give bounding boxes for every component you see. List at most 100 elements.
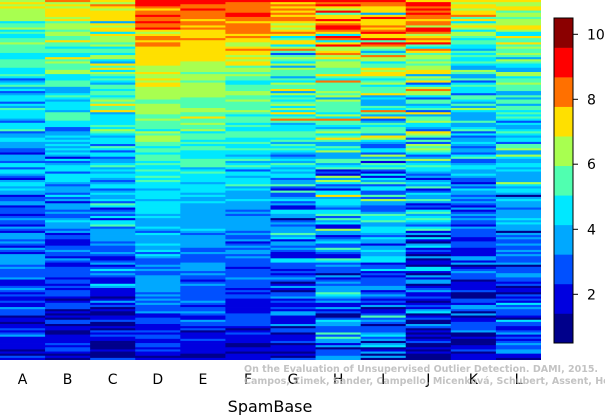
heatmap-cell-A-69	[0, 146, 46, 149]
heatmap-cell-D-27	[135, 57, 181, 60]
heatmap-cell-K-69	[450, 146, 497, 149]
heatmap-cell-K-6	[450, 12, 497, 16]
heatmap-cell-E-93	[180, 196, 226, 200]
heatmap-cell-D-51	[135, 108, 181, 111]
heatmap-cell-J-28	[405, 59, 452, 62]
heatmap-cell-L-88	[495, 186, 541, 189]
heatmap-cell-C-99	[90, 209, 136, 213]
heatmap-cell-J-146	[405, 309, 452, 312]
heatmap-cell-E-156	[180, 330, 226, 333]
heatmap-cell-K-43	[450, 91, 497, 94]
heatmap-cell-D-34	[135, 72, 181, 75]
heatmap-cell-G-36	[270, 76, 316, 79]
heatmap-cell-L-68	[495, 144, 541, 147]
heatmap-cell-D-122	[135, 258, 181, 261]
heatmap-cell-G-166	[270, 351, 316, 355]
heatmap-cell-J-21	[405, 44, 452, 47]
heatmap-cell-F-25	[225, 52, 271, 56]
heatmap-cell-E-128	[180, 271, 226, 274]
heatmap-cell-L-114	[495, 241, 541, 244]
heatmap-cell-K-78	[450, 165, 497, 168]
heatmap-cell-L-29	[495, 61, 541, 64]
heatmap-cell-F-44	[225, 93, 271, 96]
heatmap-cell-G-25	[270, 52, 316, 56]
heatmap-cell-I-17	[360, 36, 407, 39]
heatmap-cell-B-26	[45, 55, 91, 58]
heatmap-cell-K-97	[450, 205, 497, 208]
heatmap-cell-K-127	[450, 268, 497, 272]
heatmap-cell-L-42	[495, 88, 541, 92]
color-legend-band-11	[554, 18, 573, 48]
heatmap-cell-H-2	[315, 4, 362, 7]
heatmap-cell-L-96	[495, 203, 541, 206]
heatmap-cell-G-103	[270, 218, 316, 221]
heatmap-cell-F-130	[225, 275, 271, 278]
heatmap-cell-F-22	[225, 46, 271, 50]
heatmap-cell-H-114	[315, 241, 362, 244]
heatmap-cell-L-13	[495, 27, 541, 31]
heatmap-cell-E-100	[180, 211, 226, 215]
heatmap-cell-L-113	[495, 239, 541, 242]
heatmap-cell-A-68	[0, 144, 46, 147]
heatmap-cell-I-161	[360, 340, 407, 344]
heatmap-cell-J-56	[405, 118, 452, 122]
heatmap-cell-E-23	[180, 48, 226, 52]
heatmap-cell-B-44	[45, 93, 91, 96]
heatmap-cell-I-166	[360, 351, 407, 355]
heatmap-cell-C-56	[90, 118, 136, 122]
heatmap-cell-L-104	[495, 220, 541, 223]
heatmap-cell-I-137	[360, 290, 407, 293]
heatmap-cell-B-109	[45, 230, 91, 234]
heatmap-cell-C-45	[90, 95, 136, 98]
heatmap-cell-H-44	[315, 93, 362, 96]
heatmap-cell-J-154	[405, 326, 452, 329]
heatmap-cell-L-38	[495, 80, 541, 83]
heatmap-cell-J-103	[405, 218, 452, 221]
heatmap-cell-F-38	[225, 80, 271, 83]
heatmap-cell-J-63	[405, 133, 452, 136]
heatmap-cell-H-66	[315, 139, 362, 143]
heatmap-cell-F-159	[225, 336, 271, 340]
heatmap-cell-D-87	[135, 184, 181, 187]
heatmap-cell-H-65	[315, 137, 362, 141]
heatmap-cell-H-104	[315, 220, 362, 223]
heatmap-cell-D-113	[135, 239, 181, 242]
heatmap-cell-L-94	[495, 199, 541, 202]
color-legend	[553, 17, 574, 344]
heatmap-cell-A-22	[0, 46, 46, 50]
heatmap-cell-G-105	[270, 222, 316, 225]
heatmap-cell-H-145	[315, 307, 362, 310]
heatmap-cell-B-169	[45, 357, 91, 360]
heatmap-cell-H-69	[315, 146, 362, 149]
heatmap-cell-B-11	[45, 23, 91, 26]
heatmap-cell-I-152	[360, 321, 407, 325]
heatmap-cell-K-10	[450, 21, 497, 24]
heatmap-cell-G-126	[270, 266, 316, 270]
color-legend-tick-label-8: 8	[587, 92, 596, 108]
heatmap-cell-G-148	[270, 313, 316, 316]
heatmap-cell-I-135	[360, 285, 407, 289]
heatmap-cell-B-45	[45, 95, 91, 98]
heatmap-cell-D-111	[135, 235, 181, 238]
heatmap-cell-G-9	[270, 19, 316, 22]
heatmap-cell-H-166	[315, 351, 362, 355]
heatmap-cell-L-92	[495, 194, 541, 198]
heatmap-cell-E-119	[180, 252, 226, 255]
heatmap-cell-A-163	[0, 345, 46, 348]
heatmap-cell-H-169	[315, 357, 362, 360]
heatmap-cell-A-6	[0, 12, 46, 16]
heatmap-cell-K-66	[450, 139, 497, 143]
heatmap-cell-G-29	[270, 61, 316, 64]
heatmap-cell-K-80	[450, 169, 497, 172]
heatmap-cell-I-48	[360, 101, 407, 105]
heatmap-cell-L-82	[495, 173, 541, 177]
heatmap-cell-C-83	[90, 175, 136, 179]
heatmap-cell-B-41	[45, 86, 91, 90]
heatmap-cell-K-40	[450, 84, 497, 88]
heatmap-cell-G-164	[270, 347, 316, 350]
heatmap-cell-J-92	[405, 194, 452, 198]
heatmap-cell-C-96	[90, 203, 136, 206]
heatmap-cell-D-67	[135, 141, 181, 145]
heatmap-cell-C-111	[90, 235, 136, 238]
